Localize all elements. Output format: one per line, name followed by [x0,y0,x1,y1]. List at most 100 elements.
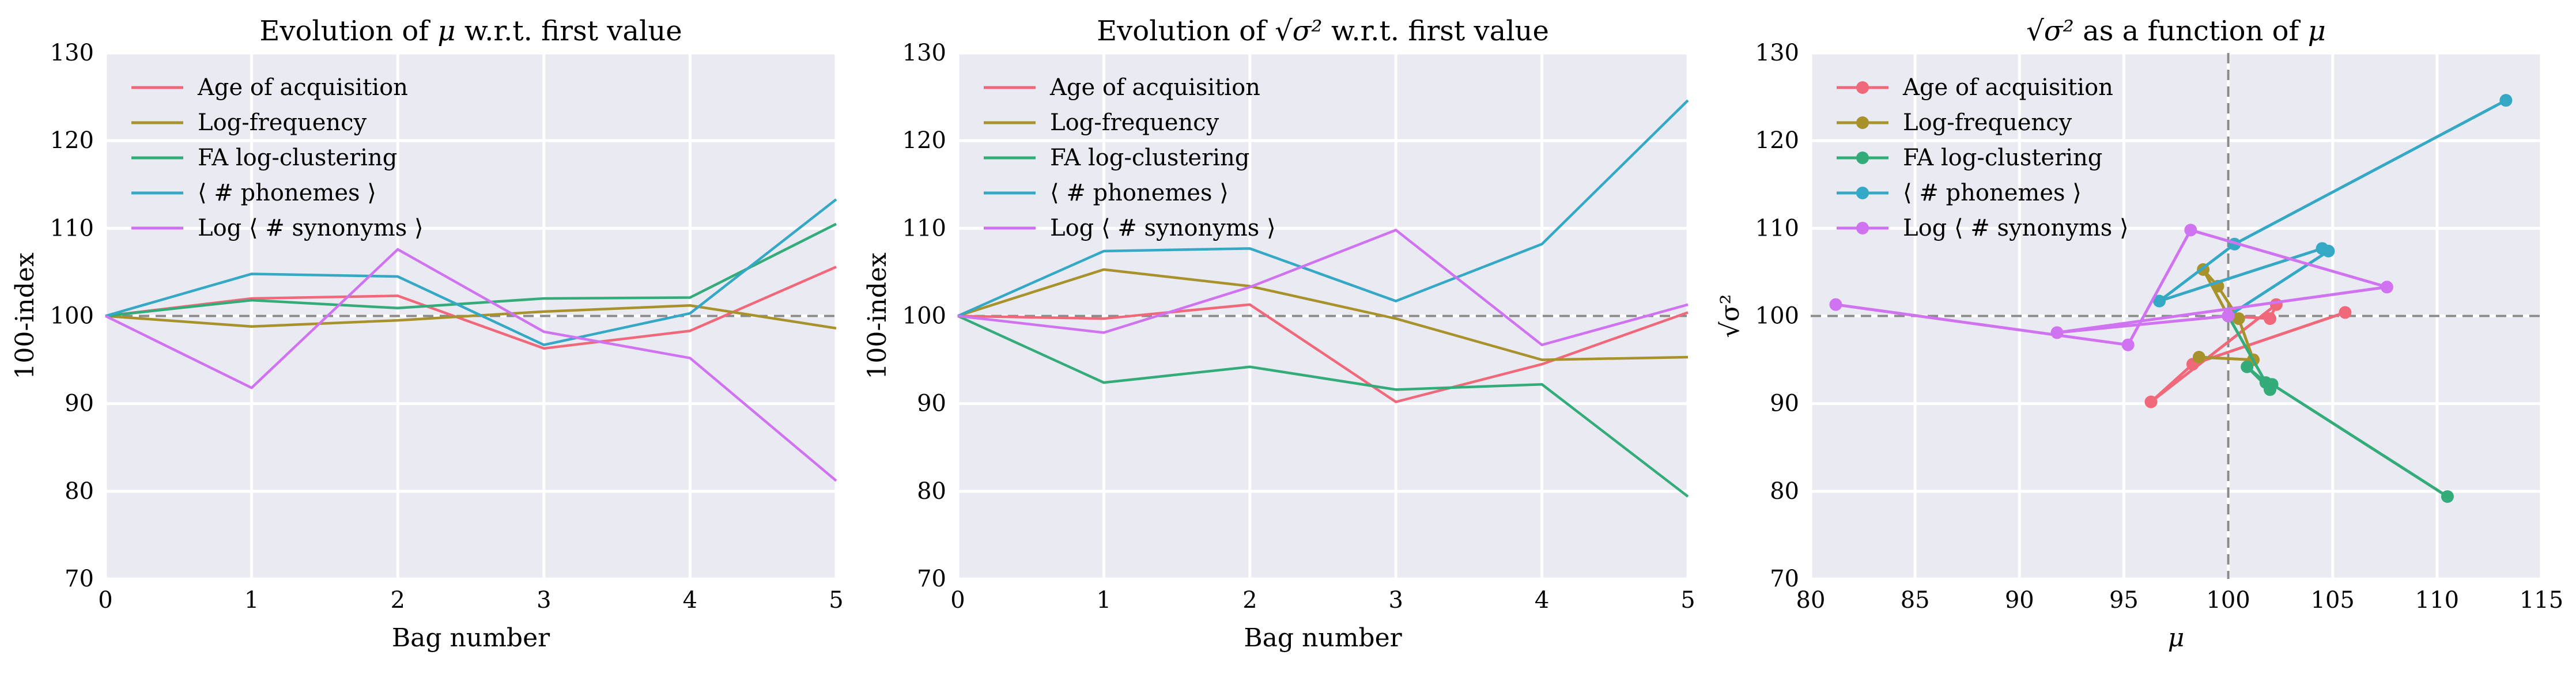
x-tick-label: 4 [1535,587,1549,614]
legend-marker [1856,116,1869,129]
data-point [2192,351,2205,364]
data-point [2269,298,2283,311]
chart-title: √σ² as a function of μ [2026,15,2326,47]
x-tick-label: 90 [2005,587,2034,614]
series-line [105,198,837,346]
x-tick-label: 100 [2206,587,2250,614]
title-part: w.r.t. first value [1323,15,1549,47]
data-point [1829,298,1842,311]
y-tick-label: 80 [917,478,946,505]
series-4 [105,198,837,346]
legend-label: Log-frequency [1903,109,2072,136]
y-tick-label: 70 [917,566,946,592]
series-line [957,99,1689,317]
title-part: as a function of [2074,15,2308,47]
x-tick-label: 4 [683,587,697,614]
legend-marker [1856,222,1869,234]
series-line [957,229,1689,346]
series-line [957,303,1689,403]
y-tick-label: 110 [902,215,946,241]
x-axis-label: μ [2168,623,2185,653]
x-tick-label: 5 [829,587,843,614]
legend-label: FA log-clustering [198,145,397,171]
y-tick-label: 110 [50,215,94,241]
x-tick-label: 85 [1901,587,1930,614]
legend-label: Log ⟨ # synonyms ⟩ [1050,215,1276,241]
series-line [2150,303,2346,404]
x-axis-label: Bag number [1244,623,1402,653]
title-part: Evolution of [259,15,437,47]
series-1 [105,266,837,350]
chart-title: Evolution of μ w.r.t. first value [259,15,682,47]
y-tick-label: 90 [917,391,946,417]
y-tick-label: 130 [902,40,946,66]
y-tick-label: 90 [1770,391,1799,417]
title-part: μ [2308,15,2326,47]
title-part: √σ² [2026,15,2074,47]
legend-label: Age of acquisition [197,74,408,101]
x-tick-label: 110 [2415,587,2459,614]
y-tick-label: 100 [1755,303,1799,330]
y-tick-label: 130 [1755,40,1799,66]
x-tick-label: 1 [244,587,259,614]
legend: Age of acquisition Log-frequency FA log-cl… [131,74,424,241]
data-point [2121,338,2135,351]
data-point [2264,312,2277,325]
legend-label: ⟨ # phonemes ⟩ [1050,180,1229,206]
y-tick-label: 120 [50,127,94,154]
title-part: Evolution of [1097,15,1275,47]
y-tick-label: 120 [1755,127,1799,154]
y-axis-label: √σ² [1716,294,1745,338]
data-point [2241,360,2254,373]
series-line [2227,315,2449,498]
series-line [957,268,1689,361]
x-tick-label: 2 [390,587,405,614]
legend-label: ⟨ # phonemes ⟩ [198,180,376,206]
legend: Age of acquisition Log-frequency FA log-cl… [1837,74,2129,241]
series-line [105,304,837,330]
series-4 [957,99,1689,317]
legend: Age of acquisition Log-frequency FA log-cl… [984,74,1276,241]
data-point [2222,309,2235,323]
y-axis-label: 100-index [10,252,40,379]
series-3 [957,315,1689,498]
x-tick-label: 0 [98,587,112,614]
title-part: μ [437,15,455,47]
series-line [1835,228,2389,347]
legend-marker [1856,152,1869,164]
series-line [105,222,837,317]
chart-panel-2: 0 1 2 3 4 5 70 80 90 100 110 120 130 Bag number 100-in… [863,15,1695,653]
data-point [2265,378,2279,391]
legend-label: Log ⟨ # synonyms ⟩ [1903,215,2129,241]
chart-panel-3: 80 85 90 95 100 105 110 115708090100110120130μ√… [1716,15,2563,653]
title-part: w.r.t. first value [455,15,682,47]
series-3 [105,222,837,317]
legend-label: Age of acquisition [1902,74,2113,101]
legend-label: Log-frequency [198,109,367,136]
series-line [2158,99,2507,317]
y-tick-label: 90 [65,391,94,417]
series-line [105,248,837,482]
data-point [2144,395,2158,408]
series-5 [957,229,1689,346]
series-5 [105,248,837,482]
data-point [2499,94,2513,107]
data-point [2184,224,2197,237]
legend-label: Log-frequency [1050,109,1219,136]
series-1 [957,303,1689,403]
x-tick-label: 5 [1680,587,1695,614]
legend-label: ⟨ # phonemes ⟩ [1903,180,2082,206]
chart-title: Evolution of √σ² w.r.t. first value [1097,15,1549,47]
x-tick-label: 3 [537,587,551,614]
x-tick-label: 115 [2520,587,2563,614]
y-tick-label: 80 [65,478,94,505]
series-2 [957,268,1689,361]
y-tick-label: 70 [1770,566,1799,592]
x-tick-label: 80 [1796,587,1826,614]
y-tick-label: 80 [1770,478,1799,505]
data-point [2153,294,2166,308]
x-tick-label: 105 [2311,587,2355,614]
series-line [105,266,837,350]
legend-label: Log ⟨ # synonyms ⟩ [198,215,424,241]
